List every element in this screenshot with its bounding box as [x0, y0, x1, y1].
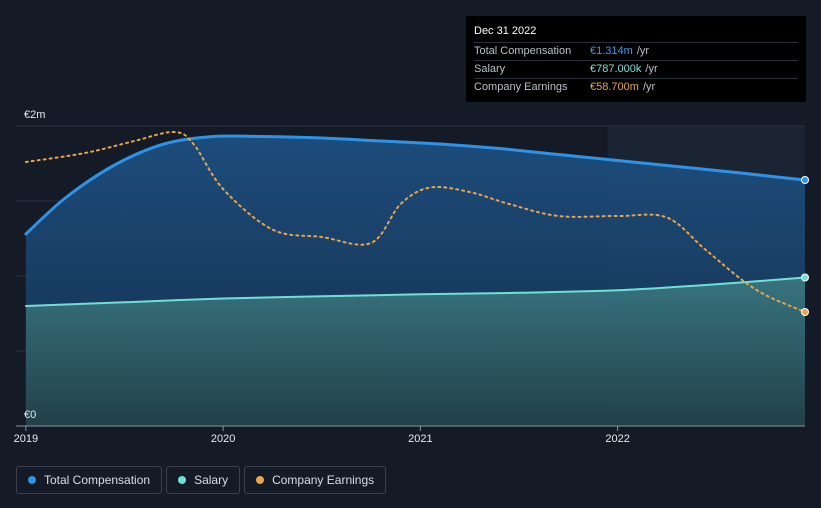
- y-tick-label: €0: [24, 409, 36, 421]
- legend-label: Total Compensation: [44, 473, 151, 487]
- tooltip-row-total: Total Compensation €1.314m /yr: [474, 42, 798, 60]
- tooltip-unit: /yr: [645, 63, 658, 75]
- series-lines: [24, 130, 807, 313]
- legend-item-company-earnings[interactable]: Company Earnings: [244, 466, 387, 494]
- y-tick-label: €2m: [24, 109, 45, 121]
- tooltip-value: €787.000k: [590, 63, 642, 75]
- x-tick-label: 2021: [408, 433, 432, 445]
- x-tick-label: 2022: [605, 433, 629, 445]
- tooltip-unit: /yr: [636, 45, 650, 57]
- tooltip-value: €1.314m: [590, 45, 633, 57]
- legend-item-salary[interactable]: Salary: [166, 466, 241, 494]
- x-tick-label: 2019: [14, 433, 38, 445]
- salary-line: [24, 276, 806, 307]
- end-markers: [801, 176, 809, 316]
- tooltip-label: Salary: [474, 63, 506, 75]
- tooltip-date: Dec 31 2022: [474, 25, 537, 37]
- circle-icon: [178, 476, 187, 484]
- area-fills: [25, 135, 806, 426]
- axes: 2019 2020 2021 2022 €2m €0: [14, 109, 805, 445]
- company-earnings-end-point: [801, 308, 809, 316]
- total-compensation-end-point: [801, 176, 809, 184]
- tooltip-label: Company Earnings: [474, 81, 568, 93]
- tooltip-row-earnings: Company Earnings €58.700m /yr: [474, 78, 798, 96]
- tooltip-value: €58.700m: [590, 81, 639, 93]
- circle-icon: [28, 476, 36, 484]
- legend-label: Salary: [194, 473, 229, 487]
- salary-end-point: [801, 273, 809, 282]
- tooltip-label: Total Compensation: [474, 45, 572, 57]
- legend: Total Compensation Salary Company Earnin…: [16, 466, 387, 494]
- legend-label: Company Earnings: [272, 473, 375, 487]
- tooltip-unit: /yr: [642, 81, 656, 93]
- tooltip: Dec 31 2022 Total Compensation €1.314m /…: [466, 16, 806, 102]
- salary-area: [25, 277, 806, 426]
- x-tick-label: 2020: [211, 433, 235, 445]
- legend-item-total-compensation[interactable]: Total Compensation: [16, 466, 163, 494]
- circle-icon: [256, 476, 265, 484]
- company-earnings-line: [24, 130, 806, 313]
- total-compensation-line: [24, 134, 807, 236]
- tooltip-row-salary: Salary €787.000k /yr: [474, 60, 798, 78]
